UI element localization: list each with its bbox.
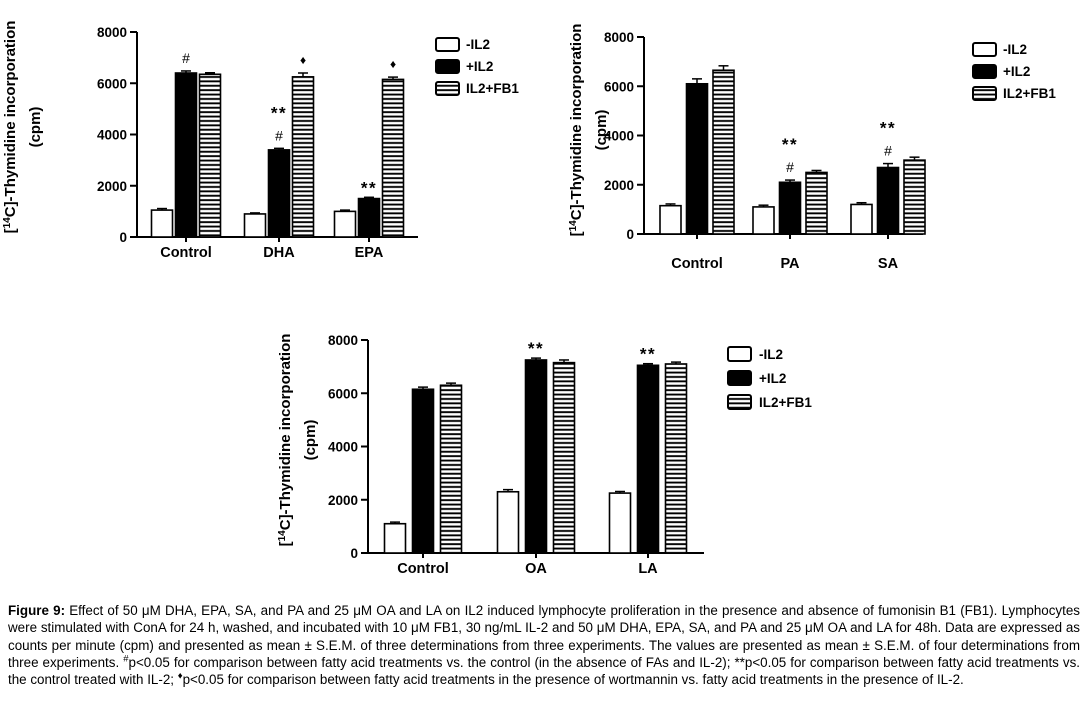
significance-symbol: ** <box>880 119 896 138</box>
caption-segment: Figure 9: <box>8 603 66 618</box>
bar-control-il2 <box>685 82 709 235</box>
bar-pa-il2 <box>752 206 775 235</box>
bar-pa-il2fb1 <box>805 171 828 235</box>
significance-symbol: # <box>884 143 892 159</box>
bar-dha-il2fb1 <box>291 76 315 238</box>
bar-oa-il2 <box>496 490 520 554</box>
bar-la-il2 <box>608 492 632 554</box>
significance-symbol: ** <box>361 178 377 197</box>
y-tick-label: 4000 <box>604 129 634 144</box>
y-tick-label: 6000 <box>97 76 127 91</box>
legend-swatch-il2 <box>727 370 752 386</box>
category-label: LA <box>638 561 658 577</box>
y-axis-label: [14C]-Thymidine incorporation <box>2 21 19 234</box>
y-axis-label-units: (cpm) <box>302 420 319 461</box>
bar-dha-il2 <box>267 149 291 238</box>
y-tick-label: 4000 <box>97 128 127 143</box>
y-tick-label: 2000 <box>97 179 127 194</box>
bar-control-il2 <box>150 209 174 238</box>
category-label: SA <box>878 256 899 272</box>
y-tick-label: 2000 <box>328 493 358 508</box>
legend-label: +IL2 <box>466 59 493 74</box>
significance-symbol: ♦ <box>300 53 306 67</box>
y-tick-label: 0 <box>626 227 634 242</box>
category-label: EPA <box>355 245 384 261</box>
category-label: Control <box>671 256 723 272</box>
bar-epa-il2fb1 <box>381 78 405 238</box>
legend-swatch-il2fb1 <box>972 86 997 101</box>
category-label: Control <box>160 245 212 261</box>
legend-label: -IL2 <box>759 347 783 362</box>
bar-oa-il2 <box>524 359 548 554</box>
bar-chart-oa-la: 0 2000 4000 6000 8000 [14C]-Thymidine incorpo… <box>277 333 812 577</box>
y-tick-label: 0 <box>119 230 127 245</box>
figure-caption: Figure 9: Effect of 50 μM DHA, EPA, SA, … <box>8 602 1080 688</box>
legend-swatch-il2 <box>972 42 997 57</box>
y-axis-label-units: (cpm) <box>27 107 44 148</box>
bar-control-il2fb1 <box>198 73 222 238</box>
bar-sa-il2 <box>850 203 873 235</box>
significance-symbol: ** <box>640 345 656 364</box>
y-tick-label: 6000 <box>604 79 634 94</box>
bar-la-il2 <box>636 364 660 554</box>
y-tick-label: 8000 <box>97 25 127 40</box>
category-label: Control <box>397 561 449 577</box>
bar-control-il2fb1 <box>712 69 735 235</box>
bar-chart-dha-epa: 0 2000 4000 6000 8000 [14C]-Thymidine incorpo… <box>2 21 519 261</box>
legend-label: -IL2 <box>1003 42 1027 57</box>
legend-label: +IL2 <box>759 371 786 386</box>
y-tick-label: 6000 <box>328 386 358 401</box>
caption-segment: p<0.05 for comparison between fatty acid… <box>8 654 1080 688</box>
legend-label: IL2+FB1 <box>466 81 519 96</box>
caption-segment: ♦ <box>177 670 183 682</box>
bar-oa-il2fb1 <box>552 361 576 554</box>
legend-label: IL2+FB1 <box>759 395 812 410</box>
y-axis-label: [14C]-Thymidine incorporation <box>568 24 585 237</box>
y-axis-label-units: (cpm) <box>593 110 610 151</box>
category-label: OA <box>525 561 547 577</box>
bar-dha-il2 <box>243 213 267 238</box>
bar-chart-pa-sa: 0 2000 4000 6000 8000 [14C]-Thymidine incorpo… <box>568 24 1056 272</box>
bar-control-il2 <box>383 522 407 554</box>
bar-epa-il2 <box>333 210 357 238</box>
significance-symbol: # <box>275 127 283 143</box>
legend-label: IL2+FB1 <box>1003 86 1056 101</box>
y-tick-label: 0 <box>350 546 358 561</box>
legend-swatch-il2 <box>727 346 752 362</box>
bar-control-il2 <box>174 72 198 238</box>
y-tick-label: 8000 <box>604 30 634 45</box>
y-tick-label: 4000 <box>328 440 358 455</box>
significance-symbol: ** <box>271 103 287 122</box>
legend-label: -IL2 <box>466 37 490 52</box>
y-tick-label: 2000 <box>604 178 634 193</box>
bar-control-il2 <box>659 204 682 235</box>
legend-label: +IL2 <box>1003 64 1030 79</box>
significance-symbol: ** <box>528 339 544 358</box>
caption-segment: Effect of 50 μM DHA, EPA, SA, and PA and… <box>8 603 1080 670</box>
significance-symbol: # <box>786 159 794 175</box>
bar-sa-il2 <box>876 166 900 235</box>
legend-swatch-il2 <box>435 59 460 74</box>
caption-segment: p<0.05 for comparison between fatty acid… <box>182 672 964 688</box>
legend-swatch-il2 <box>435 37 460 52</box>
category-label: DHA <box>263 245 295 261</box>
significance-symbol: # <box>182 50 190 66</box>
legend-swatch-il2fb1 <box>435 81 460 96</box>
legend-swatch-il2fb1 <box>727 394 752 410</box>
caption-segment: # <box>123 653 129 665</box>
bar-sa-il2fb1 <box>903 159 926 235</box>
significance-symbol: ** <box>782 135 798 154</box>
legend-swatch-il2 <box>972 64 997 79</box>
y-tick-label: 8000 <box>328 333 358 348</box>
y-axis-label: [14C]-Thymidine incorporation <box>277 334 294 547</box>
bar-la-il2fb1 <box>664 363 688 554</box>
bar-epa-il2 <box>357 197 381 238</box>
category-label: PA <box>780 256 800 272</box>
significance-symbol: ♦ <box>390 57 396 71</box>
bar-control-il2fb1 <box>439 384 463 554</box>
bar-pa-il2 <box>778 181 802 235</box>
bar-control-il2 <box>411 388 435 554</box>
